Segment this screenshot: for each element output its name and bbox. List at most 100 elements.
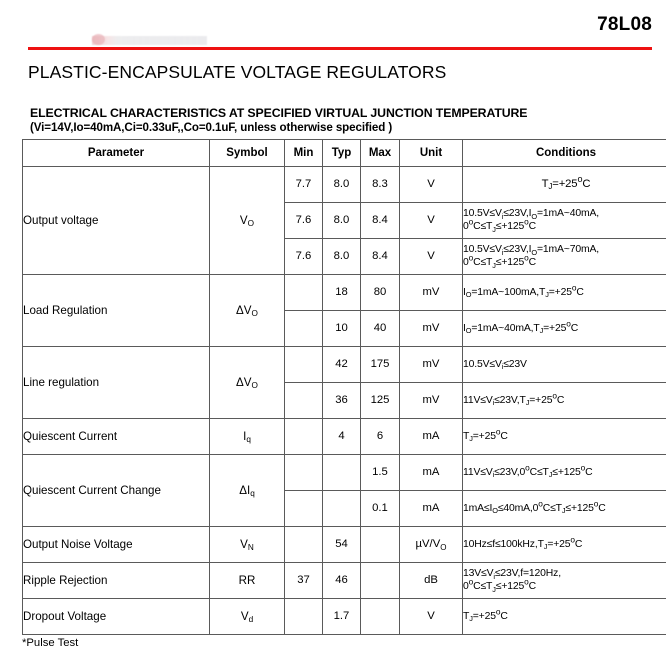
column-header-min: Min — [285, 139, 323, 166]
cell-min: 37 — [285, 562, 323, 598]
section-subheading: (Vi=14V,Io=40mA,Ci=0.33uF,,Co=0.1uF, unl… — [30, 121, 666, 135]
cell-symbol: Iq — [210, 418, 285, 454]
cell-min — [285, 526, 323, 562]
cell-unit: mV — [400, 382, 463, 418]
cell-unit: mV — [400, 346, 463, 382]
cell-symbol: RR — [210, 562, 285, 598]
cell-typ: 8.0 — [323, 166, 361, 202]
page-header: 78L08 — [0, 0, 666, 52]
header-red-rule — [28, 47, 652, 50]
column-header-unit: Unit — [400, 139, 463, 166]
cell-min — [285, 274, 323, 310]
cell-typ: 1.7 — [323, 598, 361, 634]
cell-unit: V — [400, 202, 463, 238]
cell-typ: 10 — [323, 310, 361, 346]
cell-min — [285, 418, 323, 454]
cell-parameter: Output Noise Voltage — [23, 526, 210, 562]
cell-min — [285, 454, 323, 490]
cell-conditions: 11V≤Vi≤23V,0oC≤TJ≤+125oC — [463, 454, 666, 490]
cell-typ — [323, 454, 361, 490]
cell-parameter: Line regulation — [23, 346, 210, 418]
cell-conditions: IO=1mA~100mA,TJ=+25oC — [463, 274, 666, 310]
cell-min — [285, 598, 323, 634]
cell-max — [361, 598, 400, 634]
cell-unit: V — [400, 598, 463, 634]
cell-unit: µV/VO — [400, 526, 463, 562]
cell-min: 7.7 — [285, 166, 323, 202]
cell-parameter: Quiescent Current Change — [23, 454, 210, 526]
cell-parameter: Quiescent Current — [23, 418, 210, 454]
cell-parameter: Ripple Rejection — [23, 562, 210, 598]
cell-typ: 42 — [323, 346, 361, 382]
cell-typ: 4 — [323, 418, 361, 454]
cell-unit: V — [400, 238, 463, 274]
cell-symbol: ΔVO — [210, 274, 285, 346]
cell-parameter: Output voltage — [23, 166, 210, 274]
page-title: PLASTIC-ENCAPSULATE VOLTAGE REGULATORS — [28, 62, 666, 83]
cell-conditions: 10.5V≤Vi≤23V,IO=1mA~70mA,0oC≤TJ≤+125oC — [463, 238, 666, 274]
electrical-characteristics-table: Parameter Symbol Min Typ Max Unit Condit… — [22, 139, 666, 635]
cell-min — [285, 346, 323, 382]
cell-unit: V — [400, 166, 463, 202]
cell-max: 8.4 — [361, 238, 400, 274]
table-header: Parameter Symbol Min Typ Max Unit Condit… — [23, 139, 666, 166]
part-number: 78L08 — [597, 14, 652, 36]
cell-min: 7.6 — [285, 202, 323, 238]
cell-unit: mA — [400, 490, 463, 526]
cell-typ: 36 — [323, 382, 361, 418]
cell-conditions: 11V≤Vi≤23V,TJ=+25oC — [463, 382, 666, 418]
cell-typ: 8.0 — [323, 202, 361, 238]
cell-typ: 46 — [323, 562, 361, 598]
cell-parameter: Load Regulation — [23, 274, 210, 346]
cell-conditions: 10Hz≤f≤100kHz,TJ=+25oC — [463, 526, 666, 562]
cell-max: 125 — [361, 382, 400, 418]
column-header-conditions: Conditions — [463, 139, 666, 166]
cell-parameter: Dropout Voltage — [23, 598, 210, 634]
column-header-parameter: Parameter — [23, 139, 210, 166]
cell-conditions: 10.5V≤Vi≤23V,IO=1mA~40mA,0oC≤TJ≤+125oC — [463, 202, 666, 238]
cell-conditions: 13V≤Vi≤23V,f=120Hz,0oC≤TJ≤+125oC — [463, 562, 666, 598]
column-header-max: Max — [361, 139, 400, 166]
cell-unit: dB — [400, 562, 463, 598]
cell-typ — [323, 490, 361, 526]
table-header-row: Parameter Symbol Min Typ Max Unit Condit… — [23, 139, 666, 166]
cell-unit: mA — [400, 418, 463, 454]
cell-conditions: IO=1mA~40mA,TJ=+25oC — [463, 310, 666, 346]
cell-symbol: VN — [210, 526, 285, 562]
cell-max: 40 — [361, 310, 400, 346]
section-heading: ELECTRICAL CHARACTERISTICS AT SPECIFIED … — [30, 106, 666, 121]
cell-symbol: Vd — [210, 598, 285, 634]
cell-max: 8.4 — [361, 202, 400, 238]
cell-typ: 8.0 — [323, 238, 361, 274]
cell-unit: mV — [400, 274, 463, 310]
footnote: *Pulse Test — [22, 637, 666, 649]
cell-min: 7.6 — [285, 238, 323, 274]
cell-max: 175 — [361, 346, 400, 382]
company-logo-wordmark — [92, 36, 207, 45]
cell-max: 0.1 — [361, 490, 400, 526]
cell-symbol: ΔIq — [210, 454, 285, 526]
cell-min — [285, 310, 323, 346]
cell-max: 80 — [361, 274, 400, 310]
cell-max — [361, 562, 400, 598]
cell-min — [285, 490, 323, 526]
cell-max — [361, 526, 400, 562]
cell-typ: 18 — [323, 274, 361, 310]
cell-symbol: VO — [210, 166, 285, 274]
column-header-typ: Typ — [323, 139, 361, 166]
cell-conditions: TJ=+25oC — [463, 166, 666, 202]
cell-min — [285, 382, 323, 418]
cell-conditions: 10.5V≤Vi≤23V — [463, 346, 666, 382]
cell-unit: mA — [400, 454, 463, 490]
cell-max: 6 — [361, 418, 400, 454]
cell-conditions: TJ=+25oC — [463, 418, 666, 454]
cell-max: 1.5 — [361, 454, 400, 490]
